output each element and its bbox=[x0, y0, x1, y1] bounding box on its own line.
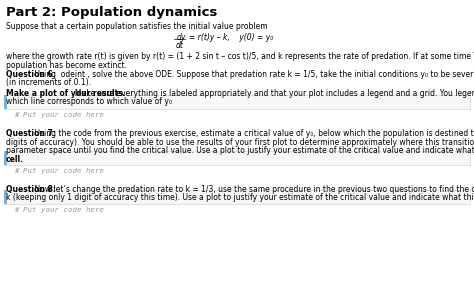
Text: Using the code from the previous exercise, estimate a critical value of y₀, belo: Using the code from the previous exercis… bbox=[6, 129, 474, 138]
Text: Using  odeint , solve the above ODE. Suppose that predation rate k = 1/5, take t: Using odeint , solve the above ODE. Supp… bbox=[6, 70, 474, 79]
Text: Part 2: Population dynamics: Part 2: Population dynamics bbox=[6, 6, 218, 19]
Text: # Put your code here: # Put your code here bbox=[14, 168, 104, 174]
Text: Now let’s change the predation rate to k = 1/3, use the same procedure in the pr: Now let’s change the predation rate to k… bbox=[6, 185, 474, 194]
Bar bbox=[4, 95, 470, 109]
Text: dy: dy bbox=[177, 33, 186, 42]
Text: which line corresponds to which value of y₀: which line corresponds to which value of… bbox=[6, 98, 172, 107]
Text: Suppose that a certain population satisfies the initial value problem: Suppose that a certain population satisf… bbox=[6, 22, 268, 31]
Text: Make sure everything is labeled appropriately and that your plot includes a lege: Make sure everything is labeled appropri… bbox=[6, 89, 474, 98]
Text: Question 6:: Question 6: bbox=[6, 70, 56, 79]
Text: parameter space until you find the critical value. Use a plot to justify your es: parameter space until you find the criti… bbox=[6, 146, 474, 155]
Text: digits of accuracy). You should be able to use the results of your first plot to: digits of accuracy). You should be able … bbox=[6, 138, 474, 147]
Bar bbox=[4, 151, 7, 165]
Bar bbox=[4, 190, 470, 204]
Text: # Put your code here: # Put your code here bbox=[14, 112, 104, 118]
Text: cell.: cell. bbox=[6, 154, 24, 163]
Text: k (keeping only 1 digit of accuracy this time). Use a plot to justify your estim: k (keeping only 1 digit of accuracy this… bbox=[6, 194, 474, 203]
Text: = r(t)y – k,    y(0) = y₀: = r(t)y – k, y(0) = y₀ bbox=[189, 33, 273, 42]
Bar bbox=[4, 190, 7, 204]
Text: # Put your code here: # Put your code here bbox=[14, 207, 104, 213]
Text: Question 8:: Question 8: bbox=[6, 185, 56, 194]
Text: Make a plot of your results.: Make a plot of your results. bbox=[6, 89, 126, 98]
Text: (in increments of 0.1).: (in increments of 0.1). bbox=[6, 79, 91, 88]
Bar bbox=[4, 151, 470, 165]
Text: Question 7:: Question 7: bbox=[6, 129, 56, 138]
Text: where the growth rate r(t) is given by r(t) = (1 + 2 sin t – cos t)/5, and k rep: where the growth rate r(t) is given by r… bbox=[6, 52, 474, 61]
Text: population has become extinct.: population has become extinct. bbox=[6, 61, 127, 70]
Bar bbox=[4, 95, 7, 109]
Text: dt: dt bbox=[176, 41, 184, 50]
